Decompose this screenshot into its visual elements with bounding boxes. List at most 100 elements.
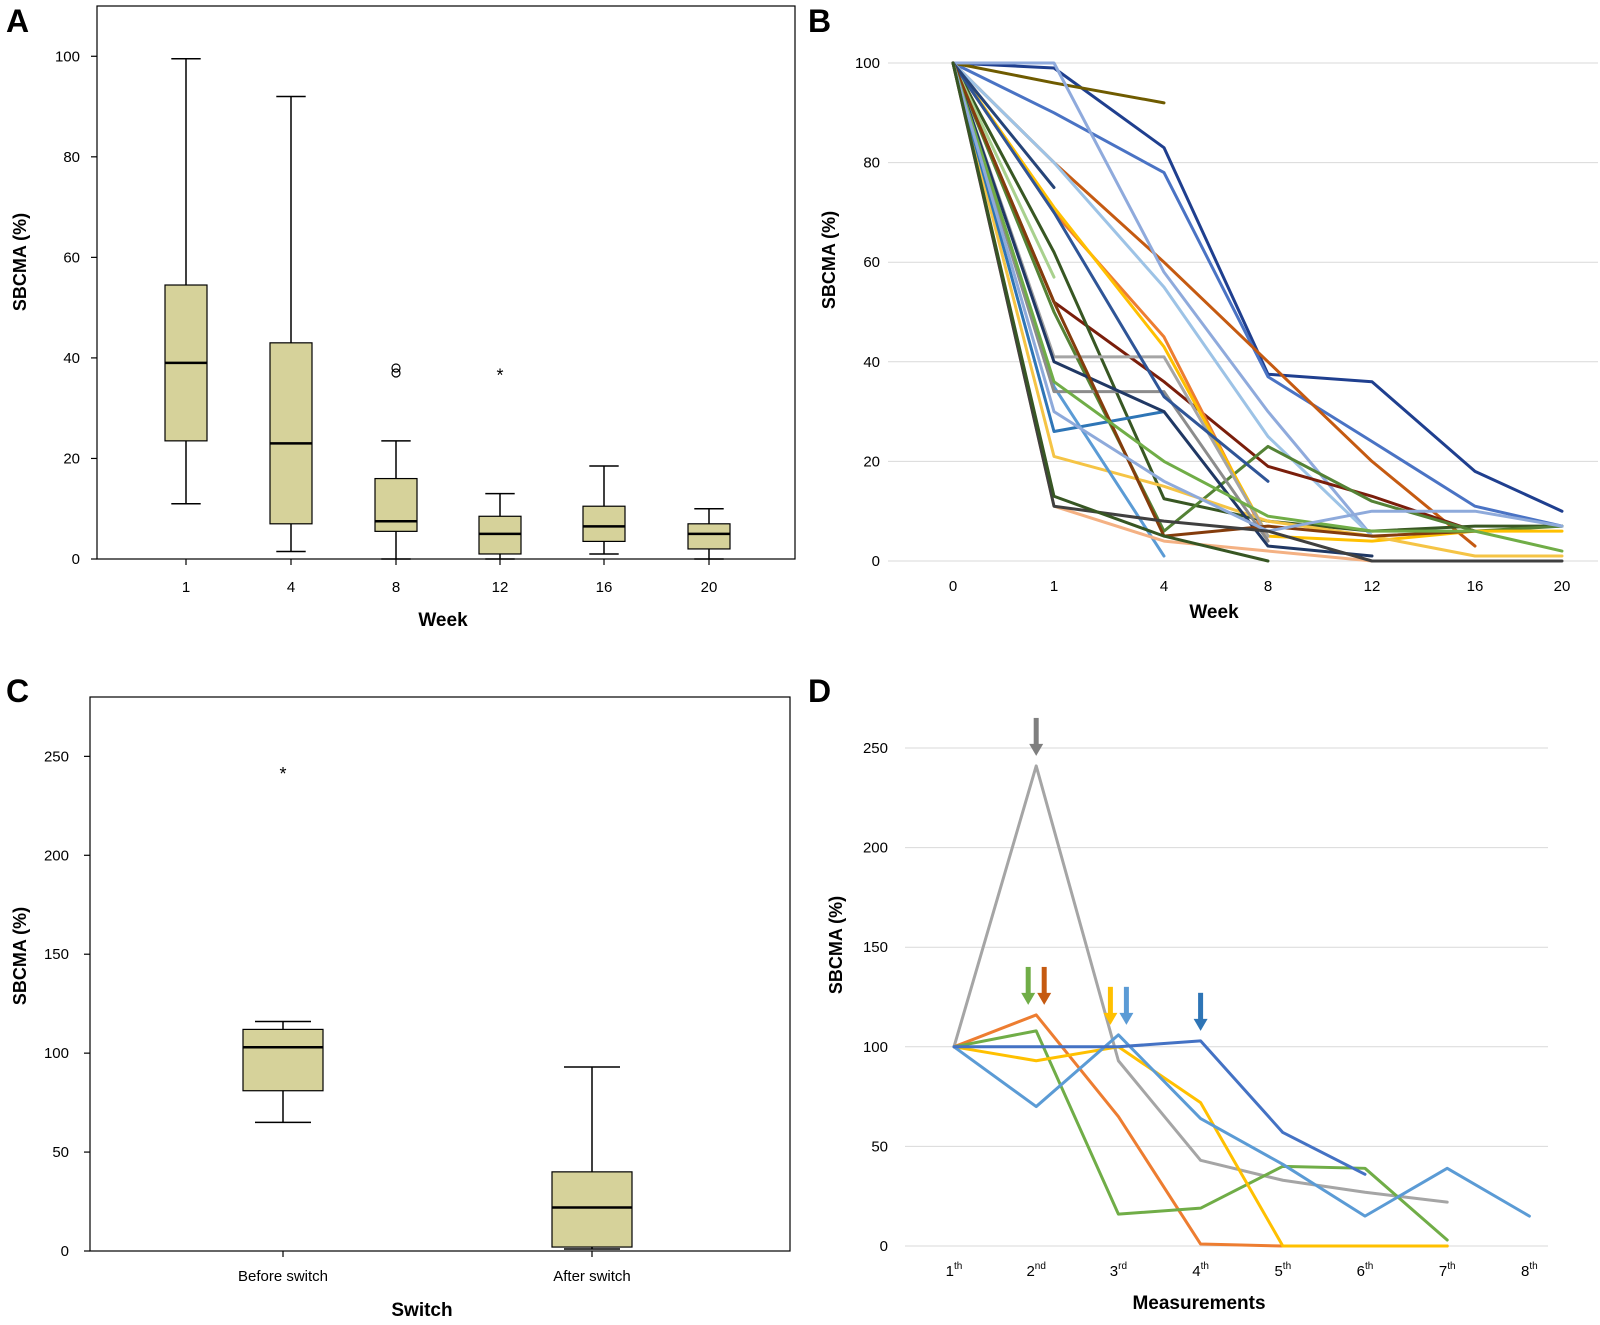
x-tick-label: 12 <box>492 579 509 596</box>
y-tick-label: 40 <box>863 354 880 371</box>
y-tick-label: 250 <box>863 740 888 757</box>
series-line <box>951 61 1374 538</box>
y-tick-label: 60 <box>863 254 880 271</box>
y-tick-label: 20 <box>863 453 880 470</box>
x-tick-label: 8 <box>392 579 400 596</box>
series-line <box>952 1029 1449 1242</box>
x-tick-label: 4 <box>1160 578 1168 595</box>
x-tick-label: 1th <box>946 1261 963 1280</box>
y-tick-label: 200 <box>44 847 69 864</box>
x-tick-label: 1 <box>182 579 190 596</box>
arrow-head <box>1193 1018 1208 1031</box>
x-tick-label: 3rd <box>1110 1261 1127 1280</box>
arrow-head <box>1103 1012 1118 1025</box>
series-line <box>952 1045 1449 1248</box>
series-line <box>951 61 1166 105</box>
panel-d: D 0 50 100 150 200 250 1th 2nd 3rd 4th 5th 6th 7th 8… <box>808 673 1548 1314</box>
x-tick-label: 20 <box>701 579 718 596</box>
y-axis-label-a: SBCMA (%) <box>10 213 30 311</box>
y-tick-label: 100 <box>55 48 80 65</box>
series-line <box>952 1033 1531 1218</box>
y-tick-label: 0 <box>872 553 880 570</box>
series-line <box>951 61 1056 279</box>
panel-a: A 0 20 40 60 80 100 * 1 4 8 12 16 20 SBCMA (%) Wee… <box>6 3 796 631</box>
arrow-head <box>1119 1012 1134 1025</box>
y-axis-label-c: SBCMA (%) <box>10 907 30 1005</box>
series-line <box>952 764 1449 1204</box>
y-tick-label: 200 <box>863 840 888 857</box>
x-tick-label: 4th <box>1192 1261 1209 1280</box>
arrow-head <box>1037 992 1052 1005</box>
outlier-star: * <box>279 764 286 784</box>
box-iqr <box>374 477 418 532</box>
x-axis-label-d: Measurements <box>1132 1293 1265 1314</box>
series-line <box>951 61 1564 558</box>
x-tick-label: 0 <box>949 578 957 595</box>
y-tick-label: 100 <box>855 55 880 72</box>
box-iqr <box>242 1028 324 1092</box>
series-line <box>951 61 1564 528</box>
y-tick-label: 0 <box>880 1238 888 1255</box>
x-tick-label: 1 <box>1050 578 1058 595</box>
series-line <box>951 61 1477 548</box>
y-axis-label-b: SBCMA (%) <box>819 211 839 309</box>
x-axis-label-c: Switch <box>391 1300 452 1321</box>
box-iqr <box>582 505 626 543</box>
outlier-circle <box>391 363 401 373</box>
outlier-circle <box>391 368 401 378</box>
y-tick-label: 150 <box>44 946 69 963</box>
panel-c: C 0 50 100 150 200 250 * Before switch After s… <box>6 673 791 1321</box>
box-iqr <box>687 523 731 550</box>
outlier-star: * <box>496 366 503 386</box>
series-line <box>951 61 1270 563</box>
plot-frame-c <box>89 696 791 1252</box>
panel-label-a: A <box>6 3 29 39</box>
x-tick-label: Before switch <box>238 1268 328 1285</box>
series-line <box>951 61 1056 189</box>
box-iqr <box>269 342 313 525</box>
y-tick-label: 250 <box>44 748 69 765</box>
y-tick-label: 60 <box>63 249 80 266</box>
x-tick-label: 4 <box>287 579 295 596</box>
series-line <box>951 61 1374 558</box>
arrow-head <box>1029 743 1044 756</box>
x-tick-label: 5th <box>1274 1261 1291 1280</box>
x-tick-label: 7th <box>1439 1261 1456 1280</box>
y-axis-label-d: SBCMA (%) <box>826 896 846 994</box>
series-line <box>951 61 1564 553</box>
y-tick-label: 50 <box>871 1138 888 1155</box>
y-tick-label: 50 <box>52 1144 69 1161</box>
panel-label-c: C <box>6 673 29 709</box>
series-line <box>951 61 1374 538</box>
panel-label-b: B <box>808 3 831 39</box>
y-tick-label: 20 <box>63 450 80 467</box>
x-tick-label: 8 <box>1264 578 1272 595</box>
x-tick-label: 16 <box>596 579 613 596</box>
y-tick-label: 80 <box>863 155 880 172</box>
x-axis-label-b: Week <box>1189 602 1239 623</box>
plot-frame-a <box>96 5 796 560</box>
series-line <box>951 61 1270 483</box>
y-tick-label: 100 <box>44 1045 69 1062</box>
y-tick-label: 0 <box>61 1243 69 1260</box>
x-axis-label-a: Week <box>418 610 468 631</box>
y-tick-label: 40 <box>63 350 80 367</box>
y-tick-label: 80 <box>63 149 80 166</box>
panel-b: B 0 20 40 60 80 100 0 1 4 8 12 16 20 SBCMA (%) Week <box>808 3 1598 623</box>
y-tick-label: 100 <box>863 1039 888 1056</box>
x-tick-label: 12 <box>1364 578 1381 595</box>
y-tick-label: 0 <box>72 551 80 568</box>
series-line <box>951 61 1166 434</box>
x-tick-label: 6th <box>1357 1261 1374 1280</box>
x-tick-label: 20 <box>1554 578 1571 595</box>
y-tick-label: 150 <box>863 939 888 956</box>
panel-label-d: D <box>808 673 831 709</box>
series-line <box>951 61 1270 543</box>
box-iqr <box>551 1171 633 1248</box>
box-iqr <box>478 515 522 555</box>
x-tick-label: 2nd <box>1026 1261 1045 1280</box>
series-line <box>952 1039 1367 1176</box>
x-tick-label: After switch <box>553 1268 631 1285</box>
arrow-head <box>1021 992 1036 1005</box>
